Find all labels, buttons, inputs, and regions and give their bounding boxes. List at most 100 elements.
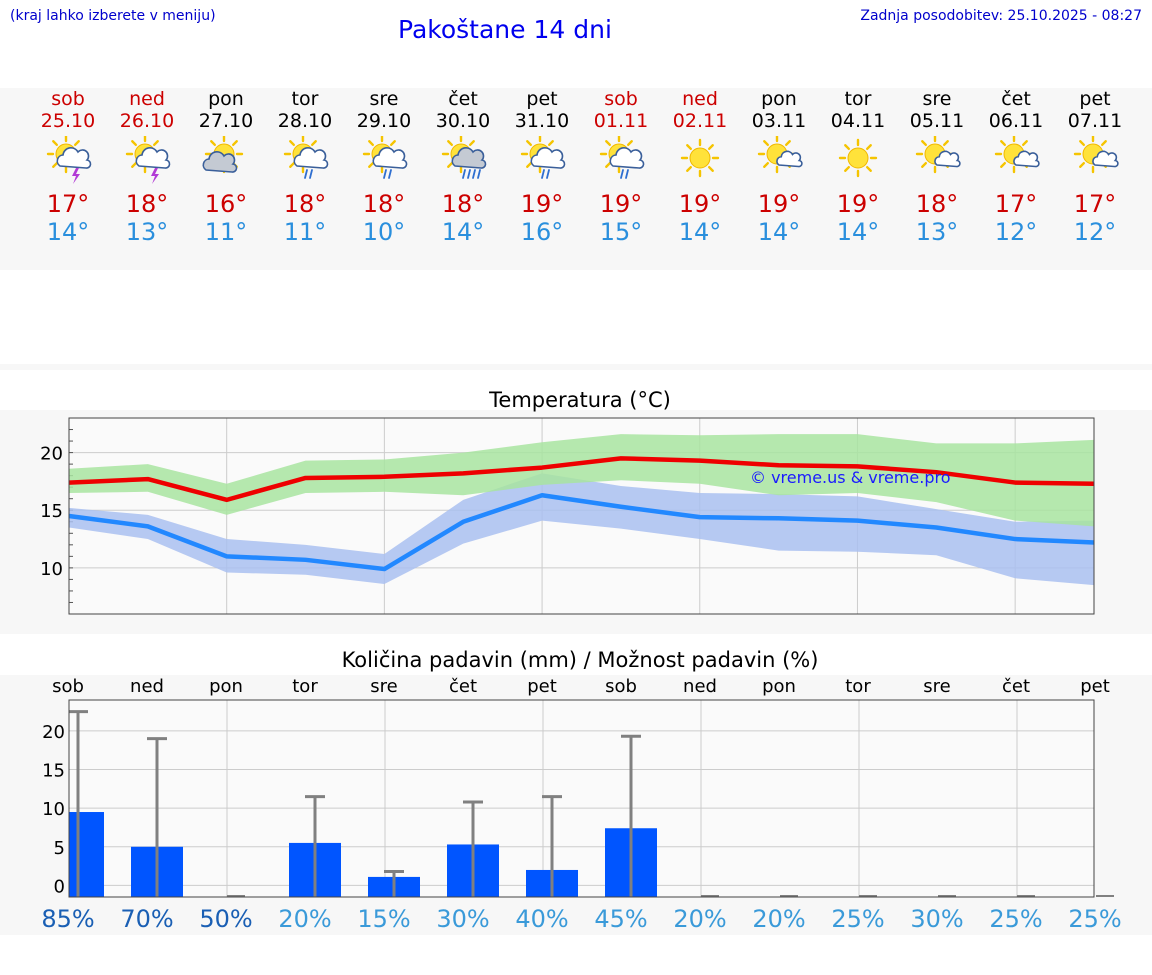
sun-cloud-rain-icon [520, 136, 566, 179]
max-temperature: 18° [915, 190, 959, 218]
y-tick-label: 10 [42, 799, 65, 820]
day-name: pet [1079, 88, 1111, 110]
day-column: pet 31.10 19° 16° [502, 88, 582, 246]
day-column: pet 07.11 17° 12° [1055, 88, 1135, 246]
day-date: 07.11 [1067, 110, 1123, 132]
min-temperature: 12° [994, 218, 1038, 246]
sun-icon [838, 138, 878, 178]
min-temperature: 14° [678, 218, 722, 246]
max-temperature: 18° [125, 190, 169, 218]
day-name: tor [291, 88, 319, 110]
daily-forecast: sob 25.10 17° 14° ned 26.10 18° 13° pon 27.10 16° 1… [0, 88, 1152, 258]
sun-cloudy-icon [202, 136, 244, 174]
day-date: 29.10 [356, 110, 412, 132]
x-day-label: ned [683, 676, 717, 697]
day-name: tor [844, 88, 872, 110]
max-temperature: 19° [520, 190, 564, 218]
plot-frame [68, 417, 1095, 615]
y-tick-label: 10 [40, 559, 63, 580]
precipitation-probability: 20% [673, 905, 726, 933]
x-day-label: tor [292, 676, 318, 697]
precipitation-probability: 25% [831, 905, 884, 933]
y-tick-label: 20 [42, 722, 65, 743]
day-date: 04.11 [830, 110, 886, 132]
day-date: 30.10 [435, 110, 491, 132]
precipitation-probability: 25% [1068, 905, 1121, 933]
day-column: pon 03.11 19° 14° [739, 88, 819, 246]
x-day-label: pon [209, 676, 243, 697]
precipitation-probability: 30% [910, 905, 963, 933]
day-name: pet [526, 88, 558, 110]
min-temperature: 14° [441, 218, 485, 246]
x-day-label: sre [370, 676, 397, 697]
min-temperature: 11° [283, 218, 327, 246]
min-temperature: 15° [599, 218, 643, 246]
x-day-label: sob [605, 676, 637, 697]
day-column: pon 27.10 16° 11° [186, 88, 266, 246]
min-temperature-line [68, 492, 1095, 572]
min-temperature: 13° [915, 218, 959, 246]
day-column: ned 02.11 19° 14° [660, 88, 740, 246]
x-day-label: čet [1002, 676, 1030, 697]
day-column: tor 28.10 18° 11° [265, 88, 345, 246]
day-name: sob [51, 88, 85, 110]
day-name: pon [208, 88, 244, 110]
day-column: sob 25.10 17° 14° [28, 88, 108, 246]
day-date: 02.11 [672, 110, 728, 132]
sun-small-cloud-icon [915, 136, 961, 174]
day-date: 25.10 [40, 110, 96, 132]
min-temperature-range-band [69, 473, 1094, 586]
max-temperature: 19° [836, 190, 880, 218]
precipitation-probability: 85% [41, 905, 94, 933]
day-name: čet [1001, 88, 1031, 110]
min-temperature: 16° [520, 218, 564, 246]
y-tick-label: 5 [54, 838, 65, 859]
precipitation-probability: 20% [278, 905, 331, 933]
precipitation-probability: 30% [436, 905, 489, 933]
day-name: sob [604, 88, 638, 110]
precipitation-probability: 40% [515, 905, 568, 933]
x-day-label: sre [923, 676, 950, 697]
day-date: 06.11 [988, 110, 1044, 132]
min-temperature: 13° [125, 218, 169, 246]
day-column: tor 04.11 19° 14° [818, 88, 898, 246]
precipitation-probability: 15% [357, 905, 410, 933]
day-date: 26.10 [119, 110, 175, 132]
y-tick-label: 0 [54, 876, 65, 897]
day-column: čet 30.10 18° 14° [423, 88, 503, 246]
x-day-label: ned [130, 676, 164, 697]
day-name: sre [922, 88, 952, 110]
max-temperature: 19° [678, 190, 722, 218]
max-temperature: 18° [362, 190, 406, 218]
temperature-chart-title: Temperatura (°C) [489, 388, 671, 412]
day-column: sob 01.11 19° 15° [581, 88, 661, 246]
day-date: 05.11 [909, 110, 965, 132]
day-name: pon [761, 88, 797, 110]
day-name: ned [129, 88, 165, 110]
sun-cloud-rain-icon [283, 136, 329, 179]
page-title: Pakoštane 14 dni [398, 15, 612, 44]
y-tick-label: 15 [42, 761, 65, 782]
min-temperature: 14° [757, 218, 801, 246]
min-temperature: 12° [1073, 218, 1117, 246]
plot-frame [68, 699, 1095, 898]
sun-cloud-thunder-icon [125, 136, 171, 184]
x-day-label: pet [527, 676, 557, 697]
precipitation-bar [69, 812, 104, 897]
max-temperature: 17° [994, 190, 1038, 218]
day-date: 31.10 [514, 110, 570, 132]
day-column: čet 06.11 17° 12° [976, 88, 1056, 246]
day-date: 03.11 [751, 110, 807, 132]
sun-small-cloud-icon [757, 136, 803, 174]
watermark: © vreme.us & vreme.pro [750, 468, 951, 487]
x-day-label: tor [845, 676, 871, 697]
max-temperature: 19° [757, 190, 801, 218]
day-name: sre [369, 88, 399, 110]
max-temperature: 17° [1073, 190, 1117, 218]
day-column: ned 26.10 18° 13° [107, 88, 187, 246]
min-temperature: 11° [204, 218, 248, 246]
separator [0, 364, 1152, 370]
max-temperature: 18° [283, 190, 327, 218]
precipitation-probability: 45% [594, 905, 647, 933]
sun-small-cloud-icon [994, 136, 1040, 174]
